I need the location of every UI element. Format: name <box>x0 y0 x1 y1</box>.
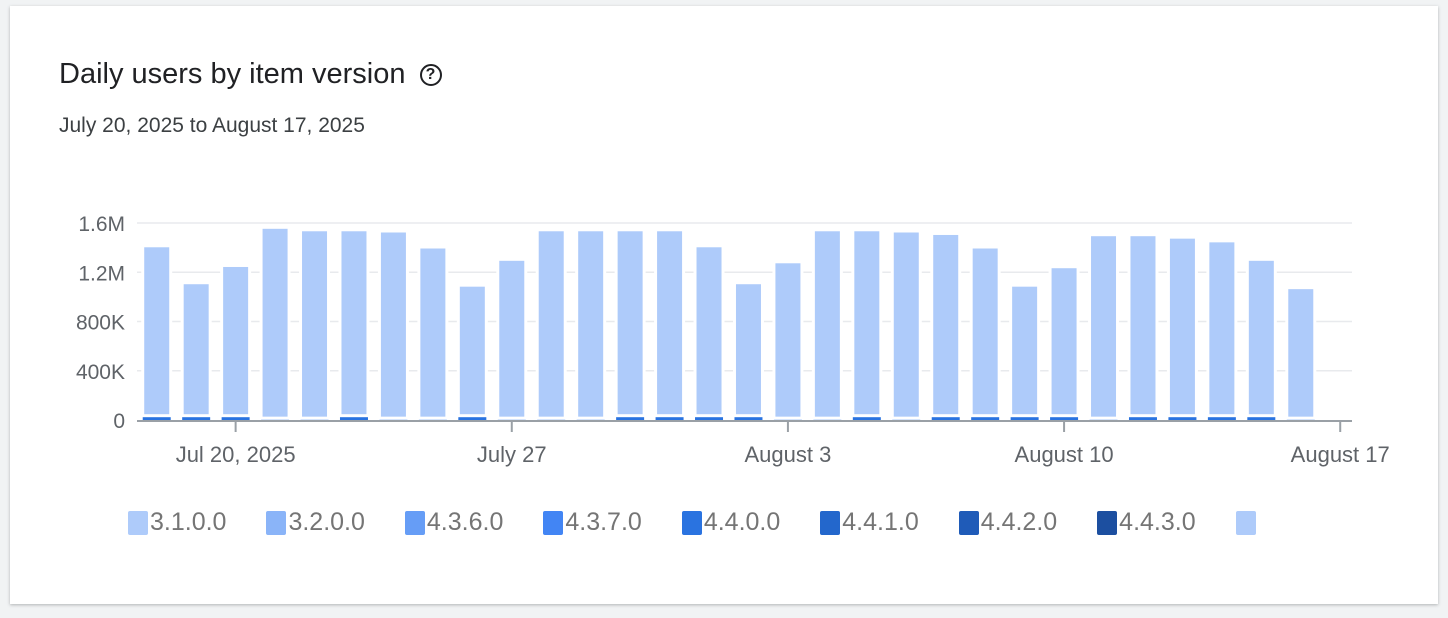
bar-segment <box>1285 286 1317 420</box>
bar-segment <box>417 245 449 420</box>
bar-segment <box>1127 233 1159 418</box>
bar-segment <box>377 229 409 420</box>
bar-segment <box>182 415 211 420</box>
legend-swatch <box>128 510 148 535</box>
bar-segment <box>1050 415 1079 420</box>
bar-segment <box>142 415 171 420</box>
bar-segment <box>695 415 724 420</box>
bar-segment <box>1168 415 1197 420</box>
bar-segment <box>1206 239 1238 418</box>
bar-segment <box>654 228 686 418</box>
bar-segment <box>220 263 252 418</box>
legend-label: 4.4.0.0 <box>703 508 781 536</box>
bar-segment <box>655 415 684 420</box>
bar-segment <box>890 229 922 420</box>
bar-segment <box>1010 415 1039 420</box>
y-tick-label: 0 <box>113 410 125 433</box>
bar-segment <box>1128 415 1157 420</box>
legend-item[interactable] <box>1235 508 1258 537</box>
bar-segment <box>852 415 881 420</box>
legend-item[interactable]: 4.4.3.0 <box>1097 508 1196 537</box>
bar-segment <box>1009 283 1041 418</box>
legend-label: 4.3.6.0 <box>426 508 504 536</box>
legend-label: 4.4.2.0 <box>980 508 1058 536</box>
legend-label: 4.4.1.0 <box>842 508 919 536</box>
legend-swatch <box>404 510 425 535</box>
x-tick-label: August 10 <box>1015 442 1114 467</box>
bar-segment <box>931 415 960 420</box>
bar-segment <box>1088 233 1120 420</box>
legend-label: 3.2.0.0 <box>288 508 365 536</box>
legend-swatch <box>266 510 287 535</box>
legend-swatch <box>958 510 979 535</box>
bar-segment <box>180 281 212 418</box>
legend-item[interactable]: 4.3.6.0 <box>404 508 504 537</box>
legend: 3.1.0.0 3.2.0.0 4.3.6.0 4.3.7.0 4.4.0.0 4.4.1… <box>128 508 1342 537</box>
bar-segment <box>1247 415 1276 420</box>
bar-segment <box>1166 235 1198 418</box>
bar-segment <box>141 244 173 418</box>
bar-segment <box>732 281 764 418</box>
bar-segment <box>772 260 804 420</box>
legend-swatch <box>820 510 841 535</box>
bar-segment <box>259 225 291 420</box>
bar-segment <box>971 415 1000 420</box>
legend-item[interactable]: 4.3.7.0 <box>543 508 642 537</box>
bar-segment <box>221 415 250 420</box>
bar-segment <box>496 257 528 420</box>
y-tick-label: 1.6M <box>78 213 125 236</box>
legend-swatch <box>1097 510 1118 535</box>
x-tick-label: July 27 <box>477 442 547 467</box>
bar-segment <box>338 228 370 418</box>
y-tick-label: 1.2M <box>78 262 125 285</box>
legend-item[interactable]: 4.4.2.0 <box>958 508 1058 537</box>
bar-segment <box>734 415 763 420</box>
legend-item[interactable]: 3.2.0.0 <box>266 508 365 537</box>
legend-item[interactable]: 4.4.1.0 <box>820 508 919 537</box>
x-tick-label: August 3 <box>745 442 832 467</box>
y-tick-label: 800K <box>76 312 125 335</box>
bar-segment <box>616 415 645 420</box>
x-tick-label: Jul 20, 2025 <box>176 442 296 467</box>
bar-segment <box>339 415 368 420</box>
bar-segment <box>1048 265 1080 418</box>
legend-label: 4.4.3.0 <box>1119 508 1196 536</box>
date-range: July 20, 2025 to August 17, 2025 <box>59 114 365 137</box>
bar-segment <box>969 245 1001 418</box>
legend-item[interactable]: 3.1.0.0 <box>128 508 226 537</box>
bar-segment <box>575 228 607 420</box>
legend-swatch <box>543 510 564 535</box>
legend-swatch <box>1235 510 1256 535</box>
bar-segment <box>811 228 843 420</box>
chart-title: Daily users by item version <box>59 58 406 90</box>
bar-segment <box>1207 415 1236 420</box>
bar-segment <box>456 283 488 418</box>
bar-segment <box>1245 257 1277 418</box>
bar-segment <box>851 228 883 418</box>
bar-segment <box>458 415 487 420</box>
x-tick-label: August 17 <box>1291 442 1390 467</box>
bar-segment <box>930 231 962 418</box>
chart-title-row: Daily users by item version ? <box>59 58 442 91</box>
y-tick-label: 400K <box>76 361 125 384</box>
legend-label: 4.3.7.0 <box>565 508 642 536</box>
legend-item[interactable]: 4.4.0.0 <box>681 508 781 537</box>
bar-segment <box>299 228 331 420</box>
bar-segment <box>693 244 725 418</box>
bar-segment <box>614 228 646 418</box>
bar-segment <box>535 228 567 420</box>
help-circle-icon[interactable]: ? <box>419 63 442 86</box>
legend-label: 3.1.0.0 <box>150 508 227 536</box>
legend-swatch <box>681 510 702 535</box>
